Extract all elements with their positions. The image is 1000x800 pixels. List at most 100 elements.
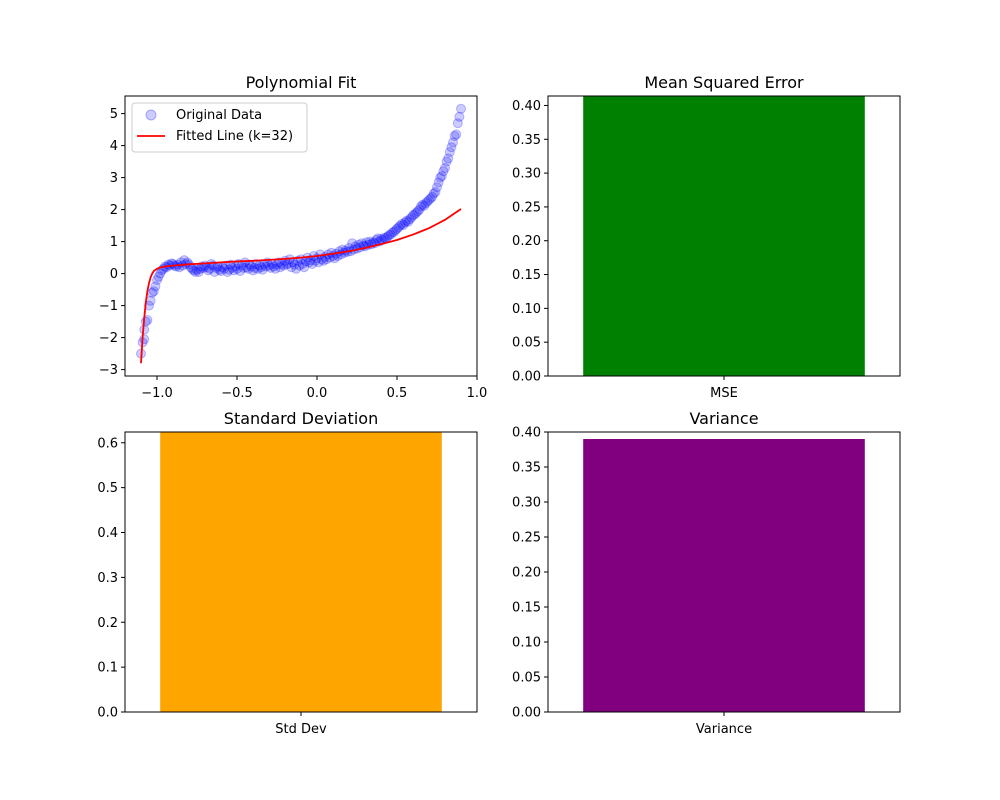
mse-ytick-label: 0.40 [512, 99, 541, 114]
data-point [454, 111, 465, 122]
data-point [444, 147, 455, 157]
data-point [304, 257, 314, 268]
fitted-line [140, 208, 462, 364]
data-point [395, 220, 406, 231]
data-point [270, 263, 281, 274]
data-point [393, 222, 404, 233]
data-point [400, 217, 410, 228]
data-point [446, 142, 457, 153]
variance-ytick-label: 0.35 [512, 461, 541, 476]
data-point [456, 103, 466, 114]
data-point [427, 191, 438, 202]
data-point [148, 286, 159, 297]
mse-ytick-label: 0.00 [512, 370, 541, 385]
mse-frame [547, 95, 901, 377]
polynomial-fit-ytick-label: 4 [110, 139, 118, 154]
data-point [449, 131, 460, 141]
data-point [216, 266, 226, 277]
variance-ytick-label: 0.40 [512, 426, 541, 441]
data-point [264, 260, 274, 271]
subplot-polynomial-fit: Polynomial Fit −3 −2 −1 0 1 2 3 4 5 −1.0 −0.5 0.0 0.… [99, 73, 488, 401]
data-point [313, 257, 324, 268]
polynomial-fit-ytick-label: −3 [99, 363, 118, 378]
polynomial-fit-ticks: −3 −2 −1 0 1 2 3 4 5 −1.0 −0.5 0.0 0.5 1.0 [99, 107, 488, 401]
data-point [436, 171, 447, 181]
data-point [251, 259, 262, 269]
std-dev-ytick-label: 0.1 [97, 661, 118, 676]
std-dev-ytick-label: 0.0 [97, 706, 118, 721]
original-data-points [136, 103, 466, 359]
variance-ytick-label: 0.15 [512, 601, 541, 616]
bar-mse [583, 96, 865, 376]
std-dev-ytick-label: 0.2 [97, 616, 118, 631]
data-point [417, 199, 428, 210]
data-point [425, 193, 436, 204]
data-point [252, 263, 263, 274]
data-point [220, 260, 231, 271]
data-point [398, 219, 409, 230]
mse-ytick-label: 0.15 [512, 268, 541, 283]
polynomial-fit-xtick-label: −1.0 [141, 386, 173, 401]
polynomial-fit-ytick-label: 2 [110, 203, 118, 218]
data-point [144, 300, 154, 311]
polynomial-fit-ytick-label: −1 [99, 299, 118, 314]
data-point [379, 232, 390, 243]
data-point [214, 264, 225, 275]
std-dev-ticks: 0.0 0.1 0.2 0.3 0.4 0.5 0.6 [97, 436, 302, 721]
data-point [275, 262, 286, 273]
data-point [286, 262, 297, 273]
variance-frame [547, 431, 901, 713]
data-point [268, 261, 279, 272]
mse-ytick-label: 0.35 [512, 133, 541, 148]
data-point [291, 263, 302, 274]
data-point [152, 275, 162, 285]
data-point [428, 188, 439, 199]
data-point [260, 261, 271, 272]
data-point [401, 215, 412, 226]
data-point [441, 156, 452, 167]
data-point [192, 264, 202, 275]
variance-ytick-label: 0.30 [512, 496, 541, 511]
data-point [435, 172, 446, 183]
data-point [257, 264, 268, 275]
data-point [419, 200, 430, 211]
data-point [193, 267, 204, 277]
data-point [372, 233, 383, 244]
data-point [307, 259, 318, 269]
polynomial-fit-xtick-label: 1.0 [467, 386, 488, 401]
polynomial-fit-ytick-label: −2 [99, 331, 118, 346]
data-point [235, 266, 246, 277]
polynomial-fit-ytick-label: 1 [110, 235, 118, 250]
data-point [139, 334, 150, 345]
data-point [416, 201, 426, 212]
mse-ticks: 0.00 0.05 0.10 0.15 0.20 0.25 0.30 0.35 0.40 [512, 99, 725, 385]
data-point [278, 260, 289, 271]
subplot-variance: Variance 0.00 0.05 0.10 0.15 0.20 0.25 0.30 0.3… [512, 409, 901, 737]
polynomial-fit-ytick-label: 3 [110, 171, 118, 186]
bar-variance [583, 439, 865, 712]
data-point [396, 219, 407, 229]
subplot-mean-squared-error: Mean Squared Error 0.000.050.100.150.200… [512, 73, 901, 401]
std-dev-ytick-label: 0.3 [97, 571, 118, 586]
data-point [422, 196, 433, 207]
subplot-standard-deviation: Standard Deviation 0.0 0.1 0.2 0.3 0.4 0.5 0.6… [97, 409, 478, 737]
variance-ytick-label: 0.25 [512, 531, 541, 546]
data-point [440, 163, 450, 173]
data-point [443, 153, 454, 164]
std-dev-ytick-label: 0.4 [97, 526, 118, 541]
data-point [406, 212, 417, 223]
polynomial-fit-frame [124, 95, 478, 377]
variance-ticks: 0.00 0.05 0.10 0.15 0.20 0.25 0.30 0.35 0.40 [512, 426, 725, 721]
data-point [392, 223, 402, 234]
legend-label-original-data: Original Data [176, 108, 262, 123]
variance-ytick-label: 0.20 [512, 566, 541, 581]
legend-marker-original-data [145, 109, 157, 121]
data-point [203, 265, 214, 276]
data-point [347, 238, 358, 249]
category-label-variance: Variance [696, 722, 752, 737]
data-point [219, 263, 230, 274]
data-point [232, 263, 242, 274]
polynomial-fit-xtick-label: 0.5 [387, 386, 408, 401]
category-label-std-dev: Std Dev [275, 722, 327, 737]
data-point [224, 264, 234, 275]
